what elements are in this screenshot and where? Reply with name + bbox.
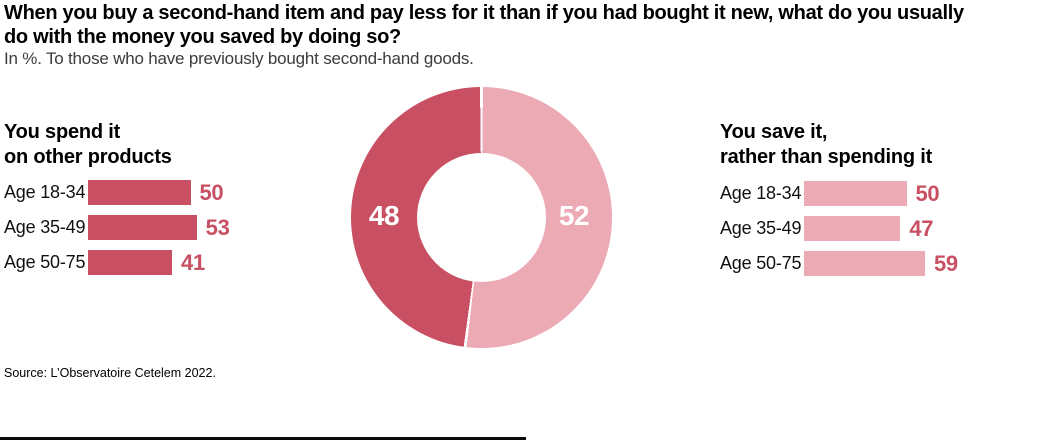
save-panel-title: You save it, rather than spending it [720,120,932,170]
bar-value: 53 [205,214,230,240]
spend-panel-title: You spend it on other products [4,120,172,170]
save-bar-group: Age 18-34 50 Age 35-49 47 Age 50-75 59 [720,181,958,286]
save-bar-row-18-34: Age 18-34 50 [720,181,958,206]
spend-bar-50-75 [88,250,173,275]
age-label: Age 18-34 [4,182,86,202]
spend-bar-35-49 [88,215,197,240]
bar-value: 41 [181,249,205,275]
spend-panel-title-line2: on other products [4,146,172,168]
age-label: Age 35-49 [4,217,86,237]
save-bar-18-34 [804,181,907,206]
age-label: Age 18-34 [720,183,802,203]
donut-hole [417,153,546,282]
age-label: Age 50-75 [720,253,802,273]
chart-title: When you buy a second-hand item and pay … [4,1,964,49]
donut-value-spend: 48 [368,200,400,231]
chart-subtitle: In %. To those who have previously bough… [4,49,474,68]
donut-value-save: 52 [558,200,590,231]
chart-title-line1: When you buy a second-hand item and pay … [4,2,964,24]
bar-value: 50 [915,180,940,206]
save-bar-35-49 [804,216,901,241]
spend-bar-row-35-49: Age 35-49 53 [4,215,230,240]
age-label: Age 35-49 [720,218,802,238]
save-bar-50-75 [804,251,925,276]
bar-value: 47 [909,215,934,241]
donut-chart: 48 52 [351,87,612,348]
save-panel-title-line1: You save it, [720,121,828,143]
spend-bar-row-18-34: Age 18-34 50 [4,180,230,205]
age-label: Age 50-75 [4,252,86,272]
save-panel-title-line2: rather than spending it [720,146,933,168]
footer-rule [0,437,526,440]
spend-bar-row-50-75: Age 50-75 41 [4,250,230,275]
source-note: Source: L’Observatoire Cetelem 2022. [4,366,216,380]
save-bar-row-35-49: Age 35-49 47 [720,216,958,241]
save-bar-row-50-75: Age 50-75 59 [720,251,958,276]
chart-title-line2: do with the money you saved by doing so? [4,26,401,48]
bar-value: 50 [199,179,224,205]
bar-value: 59 [933,250,958,276]
spend-panel-title-line1: You spend it [4,121,121,143]
spend-bar-group: Age 18-34 50 Age 35-49 53 Age 50-75 41 [4,180,230,285]
spend-bar-18-34 [88,180,191,205]
